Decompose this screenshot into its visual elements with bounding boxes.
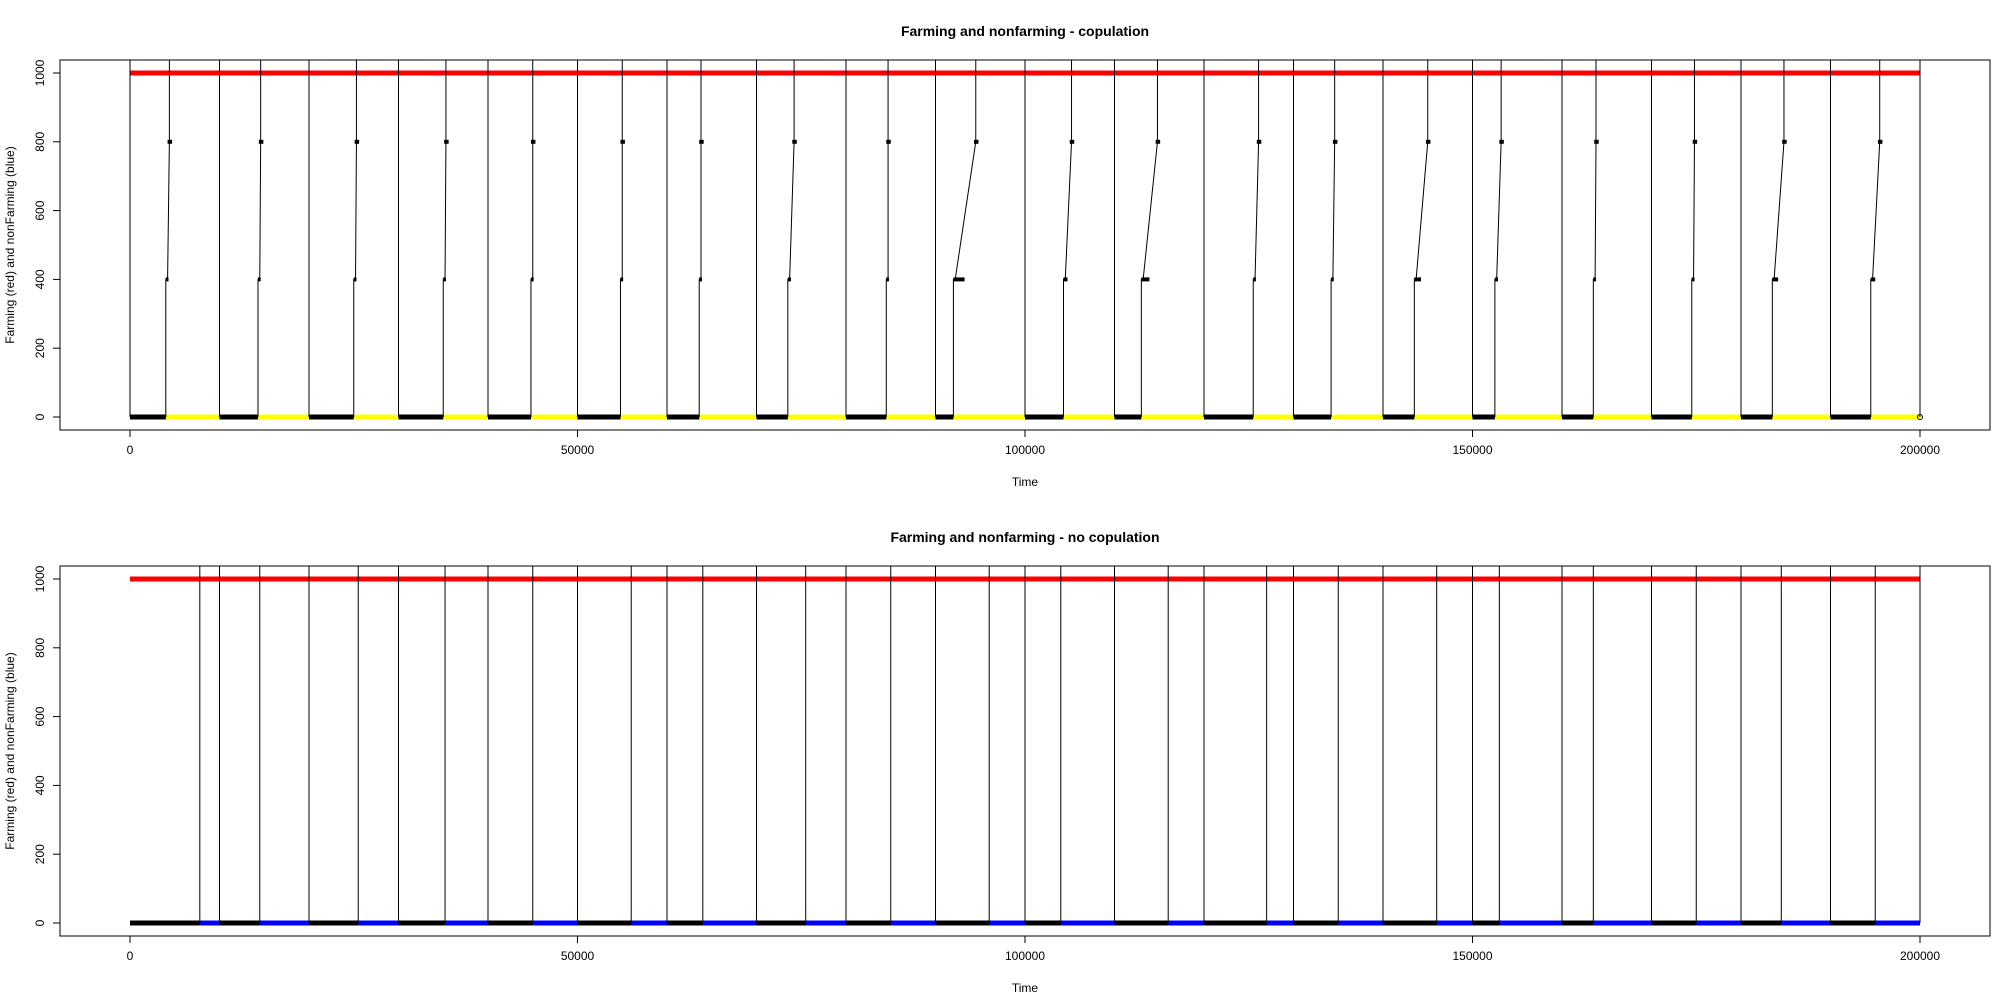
event-step-line [1330, 60, 1336, 417]
x-tick-label: 50000 [561, 949, 595, 963]
x-tick-label: 50000 [561, 443, 595, 457]
chart-panel-no-copulation: Farming and nonfarming - no copulation 0… [3, 529, 1991, 995]
y-tick-label: 200 [33, 844, 47, 864]
chart-title: Farming and nonfarming - copulation [901, 23, 1149, 39]
y-tick-label: 1000 [33, 565, 47, 592]
x-tick-label: 100000 [1005, 443, 1045, 457]
x-tick-label: 150000 [1452, 949, 1492, 963]
y-tick-label: 400 [33, 269, 47, 289]
event-step-line [698, 60, 702, 417]
x-tick-label: 200000 [1900, 949, 1940, 963]
event-step-line [1140, 60, 1158, 417]
y-tick-label: 600 [33, 706, 47, 726]
event-step-line [1870, 60, 1881, 417]
y-tick-label: 0 [33, 919, 47, 926]
x-axis-label: Time [1012, 475, 1039, 489]
x-tick-label: 200000 [1900, 443, 1940, 457]
chart-title: Farming and nonfarming - no copulation [890, 529, 1159, 545]
event-step-line [1062, 60, 1073, 417]
event-step-line [787, 60, 795, 417]
x-axis-label: Time [1012, 981, 1039, 995]
event-step-line [619, 60, 623, 417]
event-step-line [1494, 60, 1502, 417]
event-step-line [1592, 60, 1597, 417]
y-tick-label: 800 [33, 637, 47, 657]
event-step-line [885, 60, 889, 417]
event-step-line [442, 60, 447, 417]
event-step-line [1691, 60, 1695, 417]
x-tick-label: 0 [127, 949, 134, 963]
y-tick-label: 600 [33, 200, 47, 220]
end-point [1917, 414, 1923, 420]
event-step-line [165, 60, 170, 417]
event-step-line [353, 60, 357, 417]
x-tick-label: 150000 [1452, 443, 1492, 457]
y-axis-label: Farming (red) and nonFarming (blue) [3, 652, 17, 849]
y-tick-label: 400 [33, 775, 47, 795]
y-tick-label: 1000 [33, 59, 47, 86]
y-axis-label: Farming (red) and nonFarming (blue) [3, 146, 17, 343]
event-step-line [1413, 60, 1429, 417]
y-tick-label: 800 [33, 131, 47, 151]
event-step-line [257, 60, 262, 417]
event-step-line [1771, 60, 1785, 417]
y-tick-label: 0 [33, 413, 47, 420]
event-step-line [1252, 60, 1260, 417]
chart-panel-copulation: Farming and nonfarming - copulation 0 500… [3, 23, 1991, 489]
event-step-line [530, 60, 534, 417]
x-tick-label: 100000 [1005, 949, 1045, 963]
event-step-line [952, 60, 977, 417]
y-tick-label: 200 [33, 338, 47, 358]
x-tick-label: 0 [127, 443, 134, 457]
